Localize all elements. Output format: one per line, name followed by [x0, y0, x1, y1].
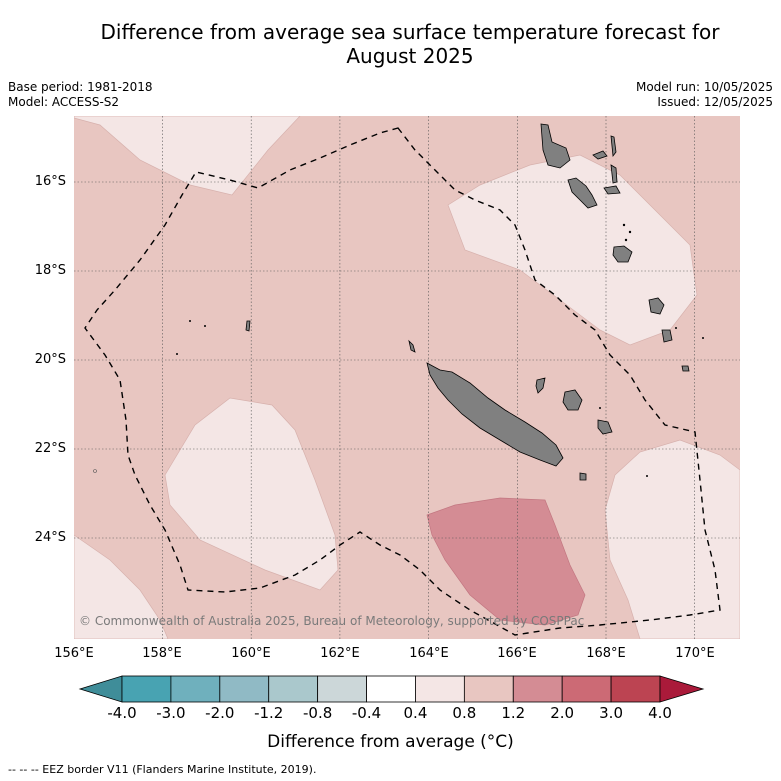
colorbar-segment — [415, 675, 465, 703]
colorbar-segment — [512, 675, 563, 703]
mare-island — [597, 419, 613, 435]
issued-date: Issued: 12/05/2025 — [657, 95, 773, 109]
lon-label-168e: 168°E — [586, 646, 626, 661]
model-run: Model run: 10/05/2025 — [635, 80, 773, 94]
model-name: Model: ACCESS-S2 — [8, 95, 120, 109]
anomaly-region-1-2-2-0 — [426, 497, 586, 626]
colorbar-tick-label: -4.0 — [107, 704, 137, 722]
colorbar — [78, 675, 705, 703]
anomaly-region-bottom-left — [74, 534, 169, 639]
colorbar-tick-label: 2.0 — [550, 704, 575, 722]
ouvea-island — [535, 377, 546, 394]
ambrym-island — [603, 185, 621, 195]
pentecost-island — [610, 164, 618, 184]
colorbar-arrow-high — [659, 675, 705, 703]
lat-label-20s: 20°S — [34, 352, 66, 367]
small-islet — [675, 327, 677, 329]
colorbar-tick-label: -1.2 — [254, 704, 284, 722]
erromango-island — [648, 297, 665, 315]
colorbar-segment — [219, 675, 270, 703]
efate-island — [612, 245, 633, 263]
new-caledonia-island — [426, 362, 564, 467]
chesterfield-reef — [245, 320, 251, 332]
colorbar-segment — [317, 675, 367, 703]
small-islet — [622, 223, 626, 227]
colorbar-tick-label: 3.0 — [599, 704, 623, 722]
colorbar-tick-label: 1.2 — [501, 704, 526, 722]
colorbar-tick-label: 0.4 — [403, 704, 428, 722]
anomaly-region-bottom-right — [604, 439, 740, 639]
colorbar-segment — [366, 675, 416, 703]
belep-islet — [408, 339, 416, 353]
base-period: Base period: 1981-2018 — [8, 80, 153, 94]
lon-label-158e: 158°E — [142, 646, 182, 661]
lon-label-156e: 156°E — [54, 646, 94, 661]
small-islet — [176, 353, 178, 355]
lon-label-166e: 166°E — [497, 646, 537, 661]
lon-label-162e: 162°E — [320, 646, 360, 661]
colorbar-tick-label: -0.8 — [302, 704, 333, 722]
colorbar-segment — [268, 675, 319, 703]
colorbar-tick-label: 4.0 — [648, 704, 672, 722]
colorbar-segment — [463, 675, 514, 703]
colorbar-tick-label: -2.0 — [205, 704, 235, 722]
title-line-2: August 2025 — [346, 44, 474, 68]
small-islet — [189, 320, 191, 322]
lat-label-18s: 18°S — [34, 263, 66, 278]
small-islet — [204, 325, 206, 327]
lat-label-24s: 24°S — [34, 530, 66, 545]
colorbar-segment — [121, 675, 172, 703]
chart-title: Difference from average sea surface temp… — [40, 20, 780, 68]
colorbar-segment — [170, 675, 221, 703]
small-islet — [93, 469, 97, 473]
eez-footnote: -- -- -- EEZ border V11 (Flanders Marine… — [8, 763, 317, 776]
colorbar-segment — [561, 675, 612, 703]
eez-border — [84, 127, 721, 636]
colorbar-tick-label: 0.8 — [452, 704, 477, 722]
ambae-island — [592, 150, 608, 160]
malakula-island — [567, 177, 598, 209]
lat-label-16s: 16°S — [34, 174, 66, 189]
maewo-island — [610, 135, 617, 158]
lon-label-170e: 170°E — [675, 646, 715, 661]
land-masses — [245, 123, 690, 481]
title-line-1: Difference from average sea surface temp… — [100, 20, 720, 44]
lifou-island — [562, 389, 583, 411]
small-islet — [646, 475, 648, 477]
meta-left: Base period: 1981-2018 Model: ACCESS-S2 — [8, 80, 153, 110]
lon-label-164e: 164°E — [409, 646, 449, 661]
colorbar-tick-label: -3.0 — [156, 704, 186, 722]
aneityum-island — [681, 365, 690, 372]
small-islet — [624, 238, 628, 242]
colorbar-label: Difference from average (°C) — [267, 732, 514, 752]
small-islet — [702, 337, 704, 339]
espiritu-santo-island — [540, 123, 571, 169]
colorbar-arrow-low — [78, 675, 123, 703]
lon-label-160e: 160°E — [231, 646, 271, 661]
small-islet — [599, 407, 601, 409]
grid-lines — [74, 116, 740, 639]
copyright-notice: © Commonwealth of Australia 2025, Bureau… — [79, 614, 585, 628]
small-islet — [628, 230, 632, 234]
colorbar-tick-label: -0.4 — [351, 704, 382, 722]
colorbar-segment — [610, 675, 661, 703]
anomaly-region-top-left — [74, 116, 301, 196]
lat-label-22s: 22°S — [34, 441, 66, 456]
isle-of-pines — [579, 472, 587, 481]
tanna-island — [661, 329, 673, 343]
meta-right: Model run: 10/05/2025 Issued: 12/05/2025 — [636, 80, 773, 110]
